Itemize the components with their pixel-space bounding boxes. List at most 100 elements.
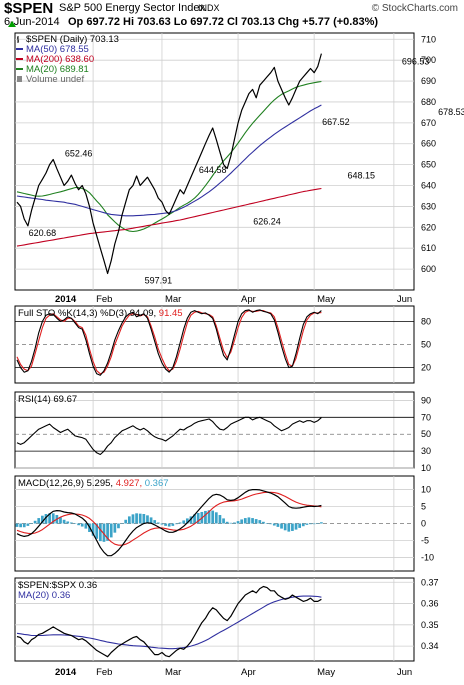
price-annotation: 644.58 xyxy=(199,165,227,175)
series-line-macd xyxy=(16,489,322,557)
panel-frame xyxy=(14,32,415,291)
histogram-bar xyxy=(33,520,37,524)
histogram-bar xyxy=(214,512,218,524)
histogram-bar xyxy=(98,523,102,542)
histogram-bar xyxy=(265,523,269,524)
y-tick-label: 690 xyxy=(421,76,436,86)
histogram-bar xyxy=(243,518,247,524)
legend-entry: MA(20) 689.81 xyxy=(26,64,89,75)
histogram-bar xyxy=(73,523,77,524)
x-axis-month-label: 2014 xyxy=(55,667,77,678)
histogram-bar xyxy=(138,513,142,524)
legend-entry: $SPEN (Daily) 703.13 xyxy=(26,34,119,45)
x-axis-month-label: Jun xyxy=(397,294,412,305)
price-annotation: 678.53 xyxy=(438,107,464,117)
histogram-bar xyxy=(225,521,229,524)
series-line-rsi xyxy=(16,416,322,456)
histogram-bar xyxy=(160,523,164,525)
histogram-bar xyxy=(171,523,175,526)
histogram-bar xyxy=(287,523,291,532)
y-tick-label: 640 xyxy=(421,181,436,191)
x-axis-month-label: Mar xyxy=(165,294,181,305)
histogram-bar xyxy=(41,515,44,524)
y-tick-label: 80 xyxy=(421,316,431,326)
legend-entry: Volume undef xyxy=(26,74,84,85)
x-axis-month-label: Feb xyxy=(96,294,112,305)
volume-legend-icon xyxy=(17,76,22,82)
histogram-bar xyxy=(120,523,124,524)
histogram-bar xyxy=(175,523,178,525)
histogram-bar xyxy=(153,520,157,524)
y-tick-label: 0 xyxy=(421,519,426,529)
histogram-bar xyxy=(204,510,207,524)
y-tick-label: 20 xyxy=(421,363,431,373)
histogram-bar xyxy=(283,523,287,531)
y-tick-label: 70 xyxy=(421,412,431,422)
histogram-bar xyxy=(178,522,182,524)
histogram-bar xyxy=(189,516,193,524)
y-tick-label: 10 xyxy=(421,485,431,495)
histogram-bar xyxy=(77,523,80,526)
y-tick-label: 90 xyxy=(421,395,431,405)
y-tick-label: -10 xyxy=(421,552,434,562)
histogram-bar xyxy=(51,513,55,524)
histogram-bar xyxy=(298,523,302,528)
histogram-bar xyxy=(37,518,41,524)
histogram-bar xyxy=(131,514,135,524)
histogram-bar xyxy=(269,523,273,525)
panel-macd xyxy=(14,475,415,572)
histogram-bar xyxy=(280,523,283,529)
y-tick-label: 50 xyxy=(421,340,431,350)
histogram-bar xyxy=(69,522,73,524)
histogram-bar xyxy=(149,517,153,524)
series-line-signal xyxy=(16,491,322,546)
panel-frame xyxy=(14,577,415,662)
histogram-bar xyxy=(185,518,189,524)
panel-legend: RSI(14) 69.67 xyxy=(18,394,77,405)
x-axis-month-label: Apr xyxy=(241,667,256,678)
histogram-bar xyxy=(117,523,120,529)
index-name: S&P 500 Energy Sector Index xyxy=(59,2,205,14)
histogram-bar xyxy=(44,514,48,524)
histogram-bar xyxy=(66,521,70,524)
y-tick-label: 710 xyxy=(421,34,436,44)
exchange-label: INDX xyxy=(198,3,220,13)
y-tick-label: 0.34 xyxy=(421,641,439,651)
histogram-bar xyxy=(62,519,66,524)
ticker-symbol: $SPEN xyxy=(4,0,54,17)
histogram-bar xyxy=(156,522,160,524)
x-axis-month-label: Jun xyxy=(397,667,412,678)
legend-entry: Full STO %K(14,3) %D(3) 94.09, xyxy=(18,308,156,319)
y-tick-label: 700 xyxy=(421,55,436,65)
histogram-bar xyxy=(305,523,309,525)
panel-legend: Full STO %K(14,3) %D(3) 94.09, 91.45 xyxy=(18,308,183,319)
price-annotation: 620.68 xyxy=(29,228,57,238)
histogram-bar xyxy=(106,523,109,541)
y-tick-label: 0.37 xyxy=(421,577,439,587)
histogram-bar xyxy=(91,523,95,536)
histogram-bar xyxy=(258,520,262,524)
histogram-bar xyxy=(182,520,186,524)
series-line-price xyxy=(16,53,322,275)
histogram-bar xyxy=(109,523,113,538)
y-tick-label: 630 xyxy=(421,201,436,211)
histogram-bar xyxy=(19,523,22,528)
panel-stochastic xyxy=(14,305,415,384)
price-annotation: 652.46 xyxy=(65,148,93,158)
histogram-bar xyxy=(80,523,84,527)
histogram-bar xyxy=(124,519,128,524)
panel-legend: MACD(12,26,9) 5.295, 4.927, 0.367 xyxy=(18,478,169,489)
histogram-bar xyxy=(251,518,254,524)
legend-entry: 5.295, xyxy=(84,478,113,489)
histogram-bar xyxy=(164,523,167,526)
x-axis-month-label: 2014 xyxy=(55,294,77,305)
series-line-stoch_d xyxy=(16,310,322,375)
histogram-bar xyxy=(146,515,149,524)
histogram-bar xyxy=(247,517,251,524)
histogram-bar xyxy=(113,523,117,533)
histogram-bar xyxy=(312,523,316,525)
quote-line: Op 697.72 Hi 703.63 Lo 697.72 Cl 703.13 … xyxy=(68,16,379,28)
histogram-bar xyxy=(236,521,240,524)
histogram-bar xyxy=(102,523,106,542)
brand-watermark: © StockCharts.com xyxy=(371,3,458,14)
